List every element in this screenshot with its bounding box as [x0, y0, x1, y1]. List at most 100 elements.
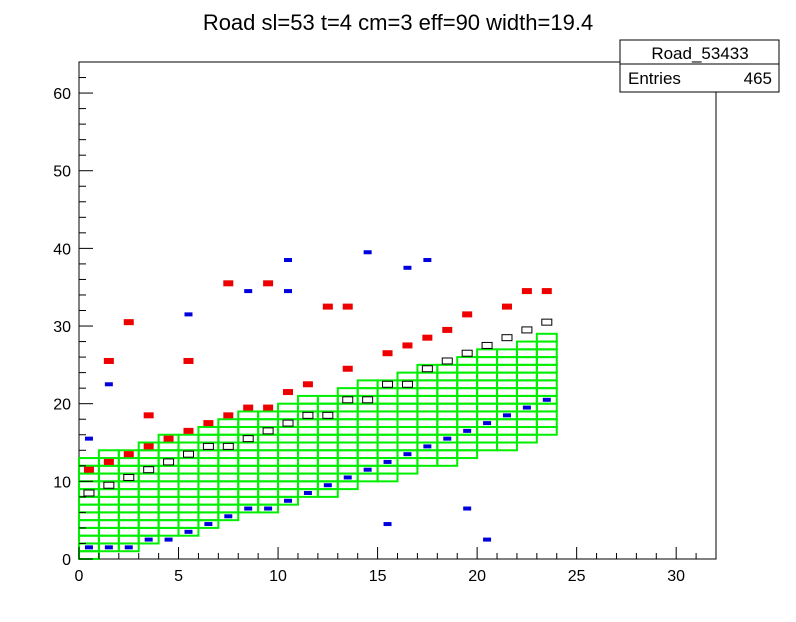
road-bin: [476, 371, 499, 382]
road-bin: [376, 464, 399, 475]
road-bin: [137, 449, 160, 460]
core-box: [123, 473, 135, 481]
road-bin: [396, 387, 419, 397]
road-bin: [217, 480, 240, 491]
road-bin: [257, 464, 280, 475]
road-bin: [496, 363, 518, 374]
blue-hit: [104, 545, 113, 550]
blue-hit: [443, 436, 452, 441]
road-bin: [316, 441, 339, 452]
core-box: [282, 419, 294, 427]
blue-hit: [104, 382, 113, 387]
road-bin: [117, 495, 140, 506]
road-bin: [476, 425, 499, 436]
blue-hit: [284, 289, 293, 294]
road-bin: [456, 356, 479, 366]
road-bin: [237, 410, 260, 421]
road-bin: [336, 480, 359, 491]
road-bin: [476, 363, 499, 374]
stats-entries-label: Entries: [628, 69, 681, 88]
road-bin: [496, 394, 518, 405]
road-bin: [277, 472, 299, 483]
road-bin: [456, 433, 479, 444]
road-bin: [277, 457, 299, 467]
blue-hit: [463, 428, 472, 433]
red-hit: [442, 326, 453, 333]
road-bin: [356, 472, 379, 483]
red-hit: [223, 412, 234, 419]
road-bin: [376, 441, 399, 452]
road-bin: [436, 418, 459, 428]
road-bin: [496, 371, 518, 382]
red-hit: [143, 443, 154, 450]
road-bin: [296, 394, 319, 405]
road-bin: [515, 410, 538, 421]
axes: 0 5 10 15 20 25 30 0 10 20 30 40 50 60: [53, 61, 717, 585]
road-bin: [296, 449, 319, 460]
road-bin: [117, 526, 140, 537]
road-bin: [177, 488, 200, 498]
plot-frame: [78, 61, 717, 560]
blue-hit: [144, 537, 153, 542]
road-bin: [456, 441, 479, 452]
road-bin: [217, 495, 240, 506]
road-bin: [257, 488, 280, 498]
road-bin: [356, 449, 379, 460]
road-bin: [157, 441, 180, 452]
road-bin: [78, 480, 100, 491]
y-tick-label: 30: [53, 319, 71, 336]
red-hit: [123, 319, 134, 326]
road-bin: [117, 503, 140, 514]
core-box: [103, 481, 115, 489]
red-hit: [183, 357, 194, 364]
road-bin: [535, 410, 558, 421]
core-box: [342, 396, 354, 404]
road-bin: [515, 340, 538, 351]
red-hit: [263, 280, 274, 287]
road-bin: [157, 488, 180, 498]
road-bin: [396, 410, 419, 421]
road-bin: [376, 402, 399, 413]
y-tick-label: 60: [53, 86, 71, 103]
road-bin: [476, 441, 499, 452]
road-bin: [356, 433, 379, 444]
blue-hit: [403, 265, 412, 270]
red-hit: [223, 280, 234, 287]
road-bins: [78, 332, 558, 560]
road-bin: [97, 488, 120, 498]
core-box: [401, 380, 413, 388]
road-bin: [336, 410, 359, 421]
road-bin: [496, 356, 518, 366]
road-bin: [177, 519, 200, 529]
road-bin: [177, 441, 200, 452]
road-bin: [237, 441, 260, 452]
y-tick-label: 40: [53, 241, 71, 258]
road-bin: [117, 519, 140, 529]
y-tick-label: 50: [53, 164, 71, 181]
road-bin: [316, 472, 339, 483]
road-bin: [515, 379, 538, 390]
road-bin: [336, 418, 359, 428]
road-bin: [515, 433, 538, 444]
blue-hit: [244, 506, 253, 511]
road-bin: [257, 418, 280, 428]
road-bin: [456, 363, 479, 374]
road-bin: [296, 441, 319, 452]
red-hit: [123, 451, 134, 458]
road-bin: [436, 410, 459, 421]
road-bin: [217, 472, 240, 483]
road-bin: [296, 480, 319, 491]
road-bin: [117, 488, 140, 498]
road-bin: [257, 457, 280, 467]
road-bin: [97, 464, 120, 475]
road-bin: [376, 433, 399, 444]
road-bin: [296, 433, 319, 444]
road-bin: [137, 519, 160, 529]
blue-hit: [383, 459, 392, 464]
road-bin: [356, 425, 379, 436]
road-bin: [436, 441, 459, 452]
road-bin: [396, 418, 419, 428]
x-tick-label: 5: [174, 568, 183, 585]
road-bin: [257, 433, 280, 444]
red-hit: [283, 389, 294, 396]
